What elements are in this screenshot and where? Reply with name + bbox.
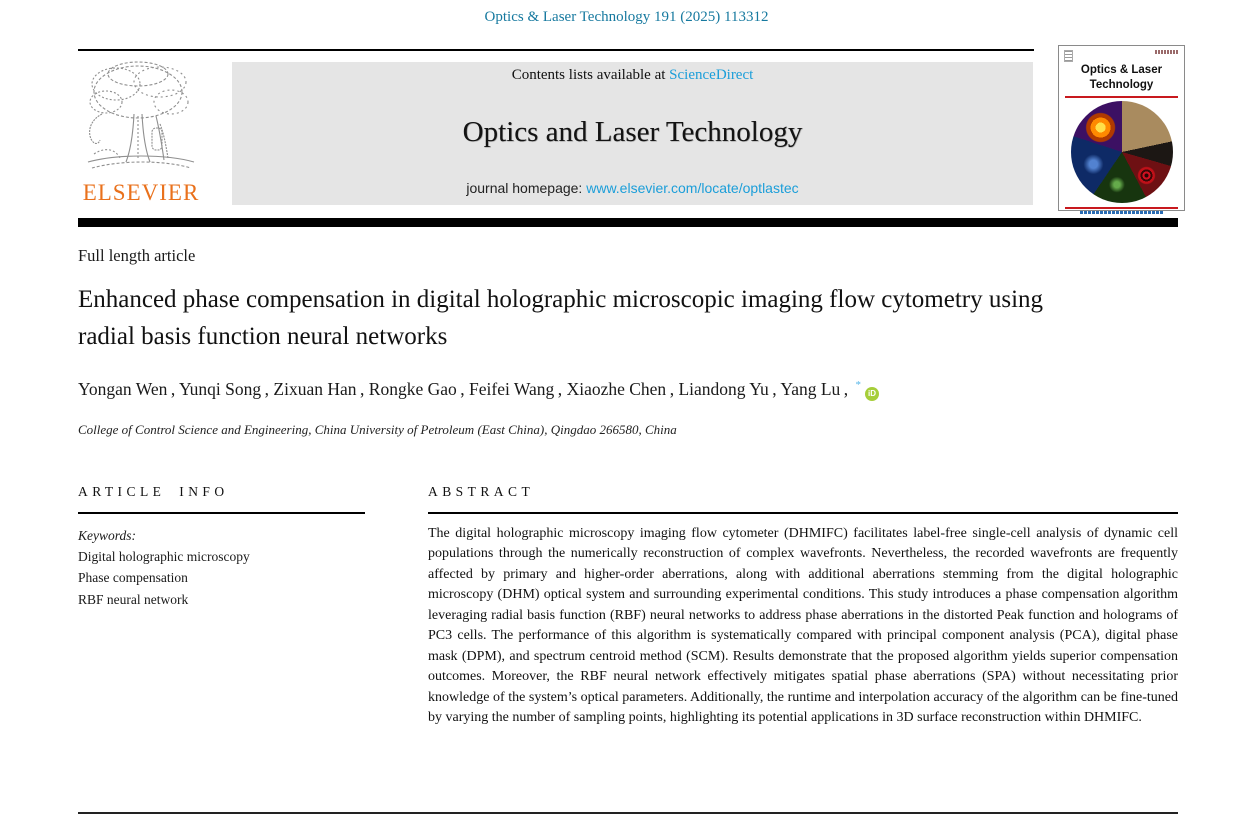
abstract-heading: ABSTRACT	[428, 484, 535, 500]
journal-citation-link[interactable]: Optics & Laser Technology 191 (2025) 113…	[484, 9, 769, 25]
issn-text	[1155, 50, 1179, 54]
corresponding-author-marker: *	[855, 379, 862, 392]
article-info-column: ARTICLE INFO Keywords: Digital holograph…	[78, 484, 365, 728]
article-type-label: Full length article	[78, 246, 196, 265]
article-header: Full length article Enhanced phase compe…	[78, 240, 1178, 729]
author-name[interactable]: Yongan Wen	[78, 379, 179, 399]
homepage-label: journal homepage:	[466, 180, 587, 196]
author-name[interactable]: Liandong Yu	[678, 379, 780, 399]
abstract-text: The digital holographic microscopy imagi…	[428, 525, 1178, 726]
author-name[interactable]: Feifei Wang	[469, 379, 567, 399]
abstract-rule	[428, 512, 1178, 514]
homepage-line: journal homepage: www.elsevier.com/locat…	[466, 180, 798, 196]
sciencedirect-link[interactable]: ScienceDirect	[669, 67, 754, 83]
homepage-link[interactable]: www.elsevier.com/locate/optlastec	[586, 180, 799, 196]
author-name[interactable]: Yang Lu	[780, 379, 852, 399]
article-info-rule	[78, 512, 365, 514]
cover-header	[1059, 46, 1184, 62]
article-title: Enhanced phase compensation in digital h…	[78, 286, 1044, 350]
keywords-label: Keywords:	[78, 527, 136, 543]
elsevier-logo: ELSEVIER	[76, 54, 206, 206]
author-name[interactable]: Zixuan Han	[273, 379, 368, 399]
journal-title: Optics and Laser Technology	[462, 115, 803, 148]
keyword-item: Phase compensation	[78, 570, 188, 586]
cover-title: Optics & Laser Technology	[1080, 64, 1163, 91]
keyword-item: RBF neural network	[78, 591, 189, 607]
cover-red-rule-bottom	[1065, 206, 1178, 209]
abstract-column: ABSTRACT The digital holographic microsc…	[428, 484, 1178, 728]
bottom-divider	[78, 812, 1178, 814]
article-info-heading: ARTICLE INFO	[78, 484, 229, 500]
orcid-icon[interactable]: iD	[865, 387, 880, 401]
author-byline: Yongan WenYunqi SongZixuan HanRongke Gao…	[78, 376, 1078, 403]
author-name[interactable]: Xiaozhe Chen	[567, 379, 679, 399]
journal-cover-thumbnail[interactable]: Optics & Laser Technology	[1058, 45, 1185, 214]
keywords-block: Keywords: Digital holographic microscopy…	[78, 525, 365, 610]
contents-line: Contents lists available at ScienceDirec…	[512, 67, 754, 84]
keyword-item: Digital holographic microscopy	[78, 548, 250, 564]
section-divider-bar	[78, 218, 1178, 227]
author-name[interactable]: Yunqi Song	[179, 379, 273, 399]
info-abstract-columns: ARTICLE INFO Keywords: Digital holograph…	[78, 484, 1178, 728]
cover-red-rule-top	[1065, 95, 1178, 98]
elsevier-mini-logo-icon	[1064, 50, 1073, 62]
elsevier-tree-icon	[76, 54, 206, 182]
author-name[interactable]: Rongke Gao	[369, 379, 469, 399]
top-divider	[78, 49, 1034, 51]
journal-banner: Contents lists available at ScienceDirec…	[232, 62, 1033, 205]
elsevier-wordmark: ELSEVIER	[82, 180, 200, 205]
affiliation: College of Control Science and Engineeri…	[78, 422, 677, 438]
contents-prefix: Contents lists available at	[511, 67, 670, 83]
cover-collage-image	[1070, 100, 1173, 203]
cover-url-text	[1079, 210, 1164, 214]
